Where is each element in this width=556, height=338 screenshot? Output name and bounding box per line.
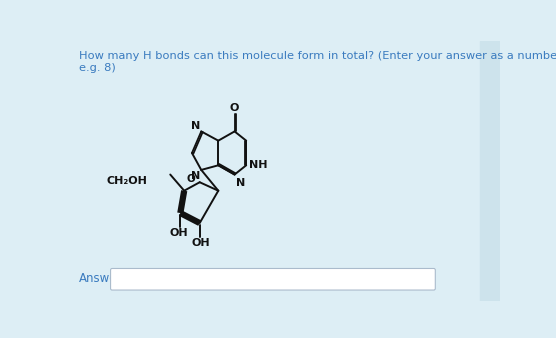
Text: CH₂OH: CH₂OH	[106, 176, 147, 187]
Text: N: N	[236, 178, 245, 188]
Text: O: O	[187, 174, 196, 184]
Text: O: O	[230, 103, 239, 113]
Text: e.g. 8): e.g. 8)	[79, 63, 116, 73]
Bar	[480, 41, 500, 301]
Text: N: N	[191, 171, 201, 181]
Text: How many H bonds can this molecule form in total? (Enter your answer as a number: How many H bonds can this molecule form …	[79, 51, 556, 61]
Text: N: N	[191, 121, 201, 131]
FancyBboxPatch shape	[111, 268, 435, 290]
Text: OH: OH	[192, 238, 211, 248]
Text: NH: NH	[249, 160, 267, 170]
Text: OH: OH	[170, 228, 188, 238]
Text: Answer:: Answer:	[79, 271, 126, 285]
